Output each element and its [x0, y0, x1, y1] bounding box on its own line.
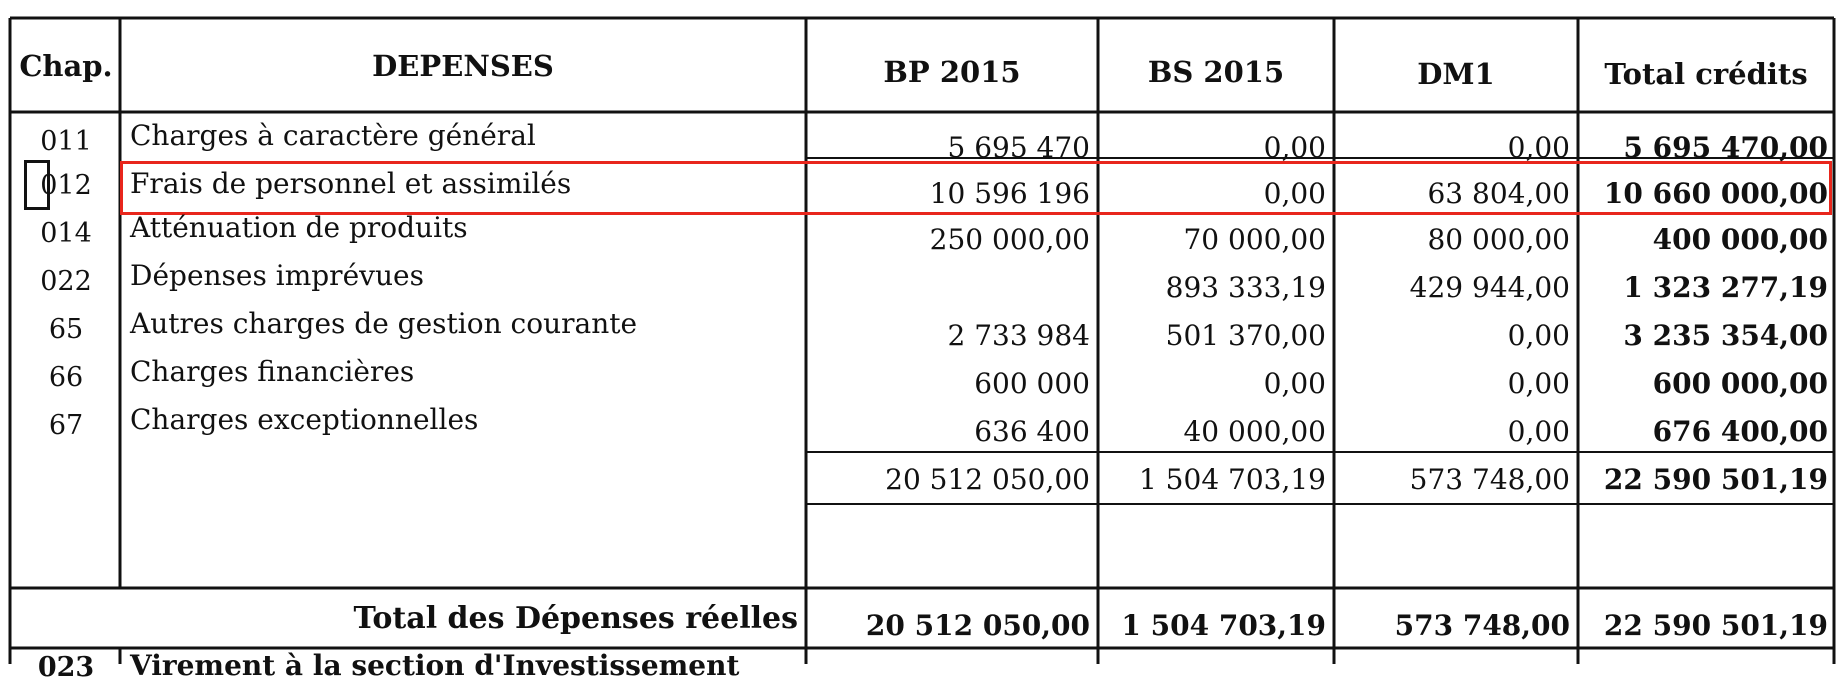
row-bs: 893 333,19 — [1165, 271, 1326, 304]
row-bs: 501 370,00 — [1165, 319, 1326, 352]
row-label: Frais de personnel et assimilés — [130, 167, 572, 200]
row-total: 10 660 000,00 — [1603, 177, 1828, 210]
row-dm: 0,00 — [1507, 319, 1570, 352]
row-dm: 0,00 — [1507, 131, 1570, 164]
total-row-bs: 1 504 703,19 — [1121, 609, 1326, 642]
row-bp: 2 733 984 — [947, 319, 1090, 352]
highlight-row-frame — [120, 161, 1832, 215]
header-dm: DM1 — [1417, 57, 1495, 91]
header-bp: BP 2015 — [883, 55, 1021, 89]
row-bs: 0,00 — [1263, 131, 1326, 164]
row-chap: 012 — [40, 170, 92, 201]
row-bs: 40 000,00 — [1183, 415, 1326, 448]
subtotal-total: 22 590 501,19 — [1603, 463, 1828, 496]
row-bp: 10 596 196 — [929, 177, 1090, 210]
row-label: Dépenses imprévues — [130, 259, 424, 292]
row-total: 400 000,00 — [1652, 223, 1828, 256]
row-dm: 0,00 — [1507, 367, 1570, 400]
total-row-dm: 573 748,00 — [1394, 609, 1570, 642]
row-bp: 250 000,00 — [929, 223, 1090, 256]
next-row-label: Virement à la section d'Investissement — [130, 649, 740, 682]
total-row-label: Total des Dépenses réelles — [353, 601, 798, 636]
row-chap: 011 — [40, 126, 92, 157]
row-label: Charges financières — [130, 355, 415, 388]
header-chap: Chap. — [19, 49, 113, 83]
row-bs: 0,00 — [1263, 367, 1326, 400]
total-row-bp: 20 512 050,00 — [865, 609, 1090, 642]
row-dm: 0,00 — [1507, 415, 1570, 448]
header-depenses: DEPENSES — [372, 49, 554, 83]
row-total: 3 235 354,00 — [1623, 319, 1828, 352]
header-total: Total crédits — [1604, 57, 1808, 91]
row-total: 1 323 277,19 — [1623, 271, 1828, 304]
total-row-total: 22 590 501,19 — [1603, 609, 1828, 642]
highlight-code-marker — [24, 160, 50, 210]
subtotal-dm: 573 748,00 — [1409, 463, 1570, 496]
header-bs: BS 2015 — [1147, 55, 1285, 89]
row-chap: 014 — [40, 218, 92, 249]
row-bs: 0,00 — [1263, 177, 1326, 210]
row-label: Charges exceptionnelles — [130, 403, 479, 436]
subtotal-bp: 20 512 050,00 — [885, 463, 1090, 496]
row-dm: 80 000,00 — [1427, 223, 1570, 256]
row-dm: 429 944,00 — [1409, 271, 1570, 304]
row-total: 600 000,00 — [1652, 367, 1828, 400]
row-chap: 022 — [40, 266, 92, 297]
subtotal-bs: 1 504 703,19 — [1138, 463, 1326, 496]
row-bp: 5 695 470 — [947, 131, 1090, 164]
row-dm: 63 804,00 — [1427, 177, 1570, 210]
row-chap: 66 — [48, 362, 84, 393]
next-row-chap: 023 — [37, 652, 95, 683]
row-total: 676 400,00 — [1652, 415, 1828, 448]
table-grid — [8, 16, 1836, 664]
row-bp: 600 000 — [974, 367, 1090, 400]
budget-table: Chap. DEPENSES BP 2015 BS 2015 DM1 Total… — [8, 16, 1836, 681]
row-total: 5 695 470,00 — [1623, 131, 1828, 164]
row-bp: 636 400 — [974, 415, 1090, 448]
row-label: Atténuation de produits — [130, 211, 468, 244]
row-chap: 65 — [48, 314, 84, 345]
row-label: Autres charges de gestion courante — [130, 307, 638, 340]
row-chap: 67 — [48, 410, 84, 441]
row-bs: 70 000,00 — [1183, 223, 1326, 256]
row-label: Charges à caractère général — [130, 119, 536, 152]
